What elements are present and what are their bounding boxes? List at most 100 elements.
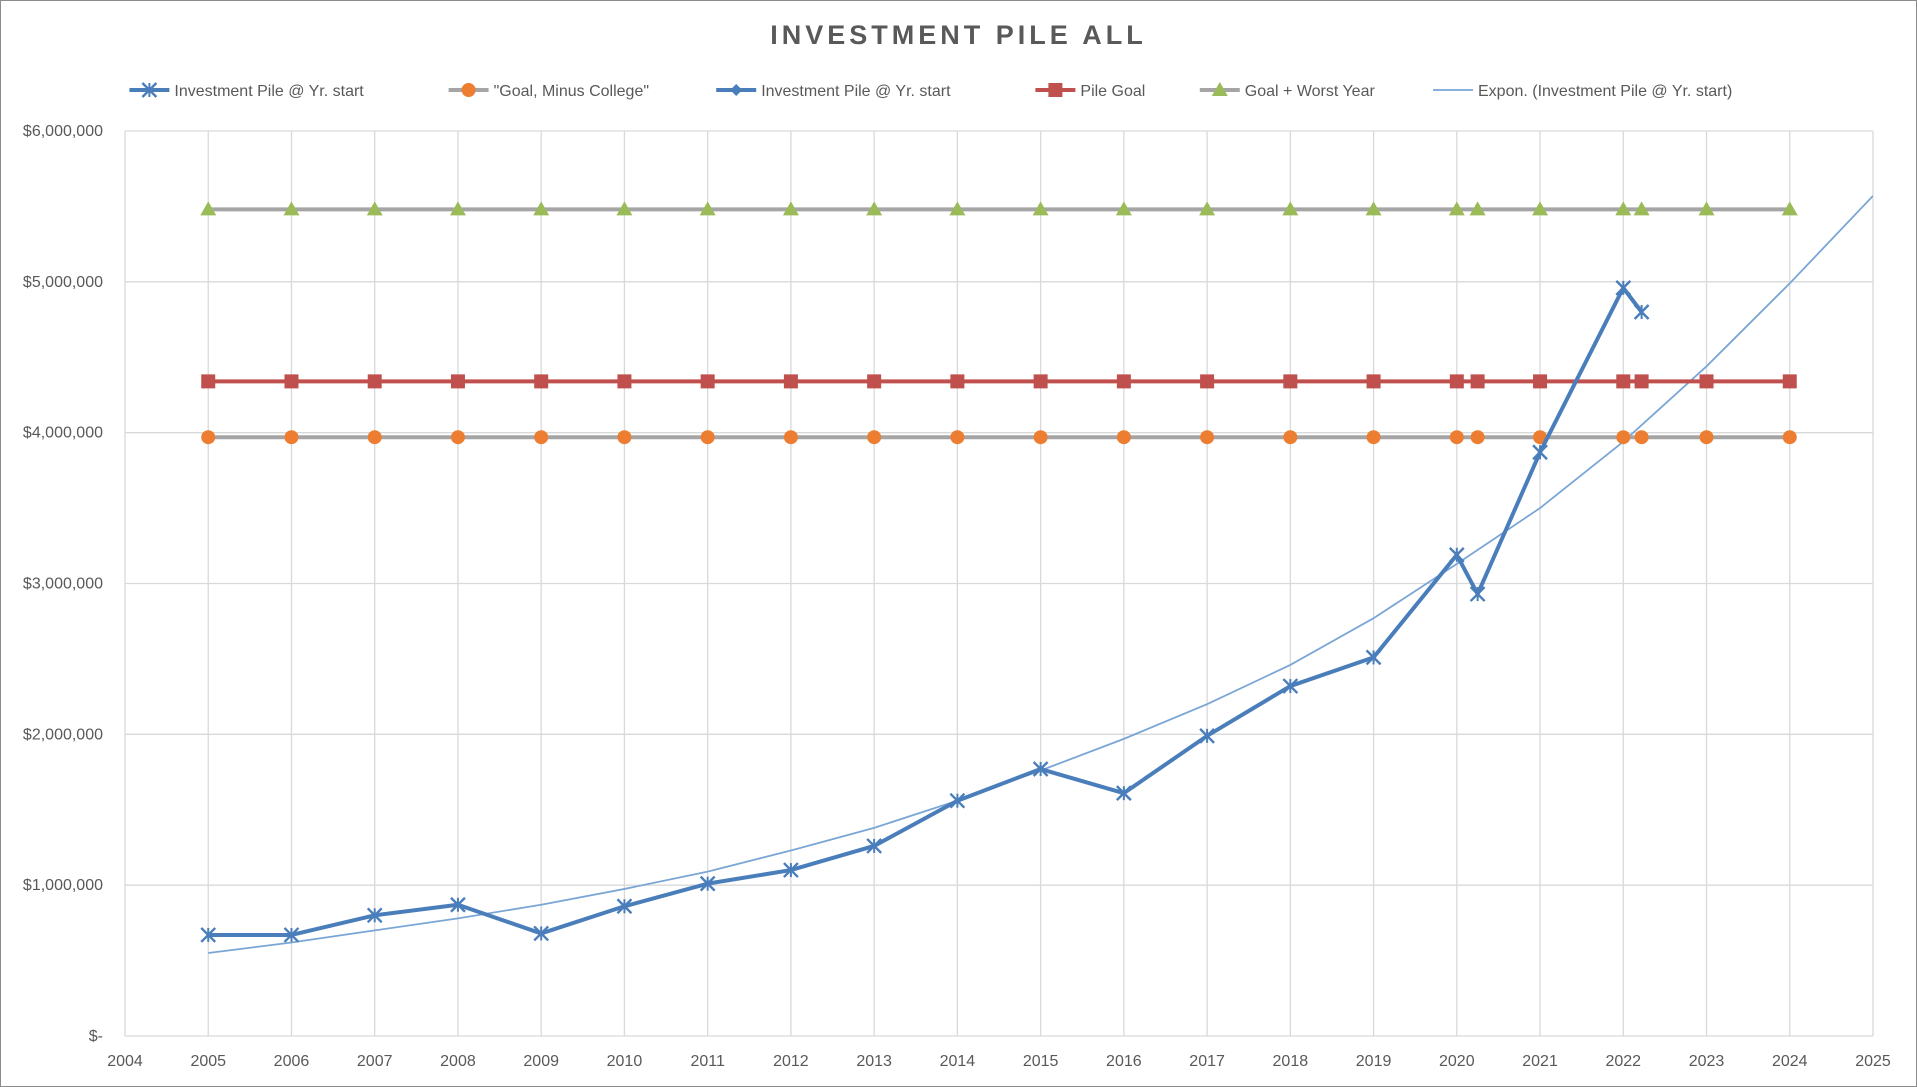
y-tick-label: $6,000,000 — [23, 123, 103, 140]
axes: 2004 2005 2006 2007 2008 2009 2010 2011 2012 2013… — [23, 123, 1891, 1070]
data-point — [1032, 201, 1049, 216]
data-point — [1782, 430, 1797, 445]
legend: Investment Pile @ Yr. start "Goal, Minus … — [129, 82, 1732, 100]
legend-item: "Goal, Minus College" — [448, 83, 649, 100]
data-point — [1532, 444, 1548, 461]
x-tick-label: 2007 — [357, 1053, 393, 1070]
data-point — [1469, 201, 1486, 216]
data-point — [950, 374, 965, 389]
x-tick-label: 2021 — [1522, 1053, 1558, 1070]
data-point — [950, 430, 965, 445]
data-point — [450, 896, 466, 913]
y-tick-label: $3,000,000 — [23, 576, 103, 593]
data-point — [366, 907, 383, 924]
data-point — [1532, 201, 1549, 216]
data-point — [700, 430, 715, 445]
legend-label: Investment Pile @ Yr. start — [761, 83, 951, 100]
y-tick-label: $1,000,000 — [23, 877, 103, 894]
data-point — [1616, 374, 1631, 389]
data-point — [1634, 374, 1649, 389]
y-tick-label: $- — [89, 1028, 103, 1045]
data-point — [783, 430, 798, 445]
legend-label: Goal + Worst Year — [1245, 83, 1376, 100]
y-tick-label: $5,000,000 — [23, 274, 103, 291]
data-point — [284, 430, 299, 445]
x-tick-label: 2019 — [1356, 1053, 1392, 1070]
data-point — [1116, 785, 1132, 802]
legend-marker — [730, 84, 743, 96]
x-tick-label: 2008 — [440, 1053, 476, 1070]
data-point — [450, 430, 465, 445]
x-tick-label: 2004 — [107, 1053, 143, 1070]
legend-marker — [141, 82, 158, 98]
legend-marker — [461, 83, 476, 97]
x-tick-label: 2020 — [1439, 1053, 1475, 1070]
data-point — [1449, 430, 1464, 445]
data-point — [1615, 201, 1632, 216]
data-point — [1033, 374, 1048, 389]
x-tick-label: 2006 — [274, 1053, 310, 1070]
legend-label: "Goal, Minus College" — [494, 83, 649, 100]
legend-marker — [1048, 83, 1063, 97]
data-point — [1470, 430, 1485, 445]
data-point — [949, 201, 966, 216]
x-tick-label: 2016 — [1106, 1053, 1142, 1070]
data-point — [1634, 430, 1649, 445]
data-point — [200, 201, 217, 216]
data-point — [699, 201, 716, 216]
data-point — [200, 927, 217, 943]
x-tick-label: 2025 — [1855, 1053, 1891, 1070]
data-point — [533, 925, 550, 942]
legend-item: Goal + Worst Year — [1199, 82, 1376, 100]
gridlines — [124, 130, 1874, 1037]
data-point — [450, 374, 465, 389]
data-point — [533, 201, 550, 216]
series-goal-minus-college — [201, 430, 1797, 445]
data-point — [1365, 201, 1382, 216]
data-point — [617, 430, 632, 445]
data-point — [1698, 201, 1715, 216]
x-tick-label: 2005 — [190, 1053, 226, 1070]
data-point — [700, 374, 715, 389]
y-tick-label: $4,000,000 — [23, 425, 103, 442]
data-point — [1699, 374, 1714, 389]
data-point — [1699, 430, 1714, 445]
data-point — [1283, 374, 1298, 389]
data-point — [1782, 374, 1797, 389]
data-point — [1533, 430, 1548, 445]
data-point — [1616, 430, 1631, 445]
data-point — [1115, 201, 1132, 216]
data-point — [1449, 374, 1464, 389]
series-investment-pile-yr-start — [200, 280, 1650, 943]
data-point — [201, 430, 216, 445]
data-point — [1200, 374, 1215, 389]
data-point — [1781, 201, 1798, 216]
data-point — [201, 374, 216, 389]
x-tick-label: 2018 — [1273, 1053, 1309, 1070]
x-tick-label: 2012 — [773, 1053, 809, 1070]
data-point — [1282, 678, 1299, 694]
data-point — [949, 792, 966, 809]
legend-item: Expon. (Investment Pile @ Yr. start) — [1433, 83, 1732, 100]
legend-item: Pile Goal — [1035, 83, 1145, 100]
data-point — [283, 201, 300, 216]
data-point — [1469, 586, 1486, 602]
chart-title: INVESTMENT PILE ALL — [770, 20, 1147, 50]
series-pile-goal — [201, 374, 1797, 389]
data-point — [1633, 304, 1650, 320]
data-point — [1032, 761, 1049, 777]
x-tick-label: 2023 — [1689, 1053, 1725, 1070]
data-point — [1116, 374, 1131, 389]
data-point — [1615, 280, 1632, 296]
x-tick-label: 2014 — [940, 1053, 976, 1070]
data-point — [534, 430, 549, 445]
data-point — [284, 374, 299, 389]
data-point — [867, 430, 882, 445]
data-point — [616, 898, 633, 915]
legend-label: Investment Pile @ Yr. start — [174, 83, 364, 100]
legend-item: Investment Pile @ Yr. start — [129, 82, 364, 100]
legend-item: Investment Pile @ Yr. start — [716, 83, 951, 100]
x-tick-label: 2010 — [607, 1053, 643, 1070]
